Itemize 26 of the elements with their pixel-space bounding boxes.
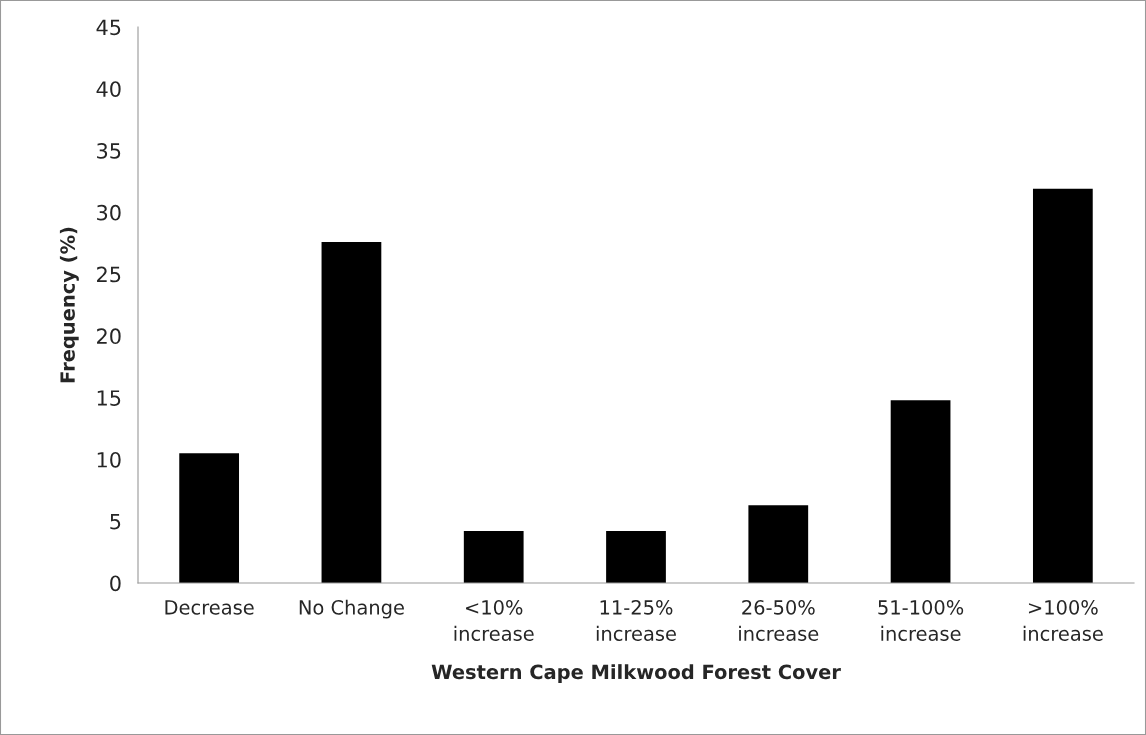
- x-tick-label: Decrease: [165, 600, 254, 615]
- x-tick-label: >100% increase: [1023, 600, 1103, 641]
- y-tick-label: 40: [96, 81, 121, 97]
- bar: [321, 241, 382, 583]
- x-axis-title: Western Cape Milkwood Forest Cover: [431, 664, 841, 683]
- y-tick-label: 35: [97, 143, 121, 159]
- y-tick-label: 0: [110, 575, 121, 592]
- y-tick-label: 10: [97, 451, 121, 468]
- y-tick-label: 30: [97, 204, 121, 221]
- y-tick-label: 45: [96, 19, 121, 36]
- y-axis-title: Frequency (%): [59, 227, 79, 383]
- x-tick-label: <10% increase: [454, 600, 534, 641]
- x-tick-label: 11-25% increase: [596, 600, 676, 641]
- bar: [606, 531, 666, 583]
- x-tick-label: 51-100% increase: [878, 600, 964, 641]
- bar: [748, 505, 809, 583]
- y-tick-label: 15: [97, 390, 121, 406]
- y-tick-label: 25: [97, 266, 121, 283]
- bar: [890, 400, 951, 583]
- y-tick-label: 5: [110, 513, 121, 530]
- x-tick-label: No Change: [299, 599, 404, 619]
- bar: [1032, 188, 1093, 583]
- y-tick-label: 20: [97, 328, 121, 345]
- bar: [179, 453, 240, 583]
- x-tick-label: 26-50% increase: [739, 600, 819, 641]
- bar: [463, 531, 524, 583]
